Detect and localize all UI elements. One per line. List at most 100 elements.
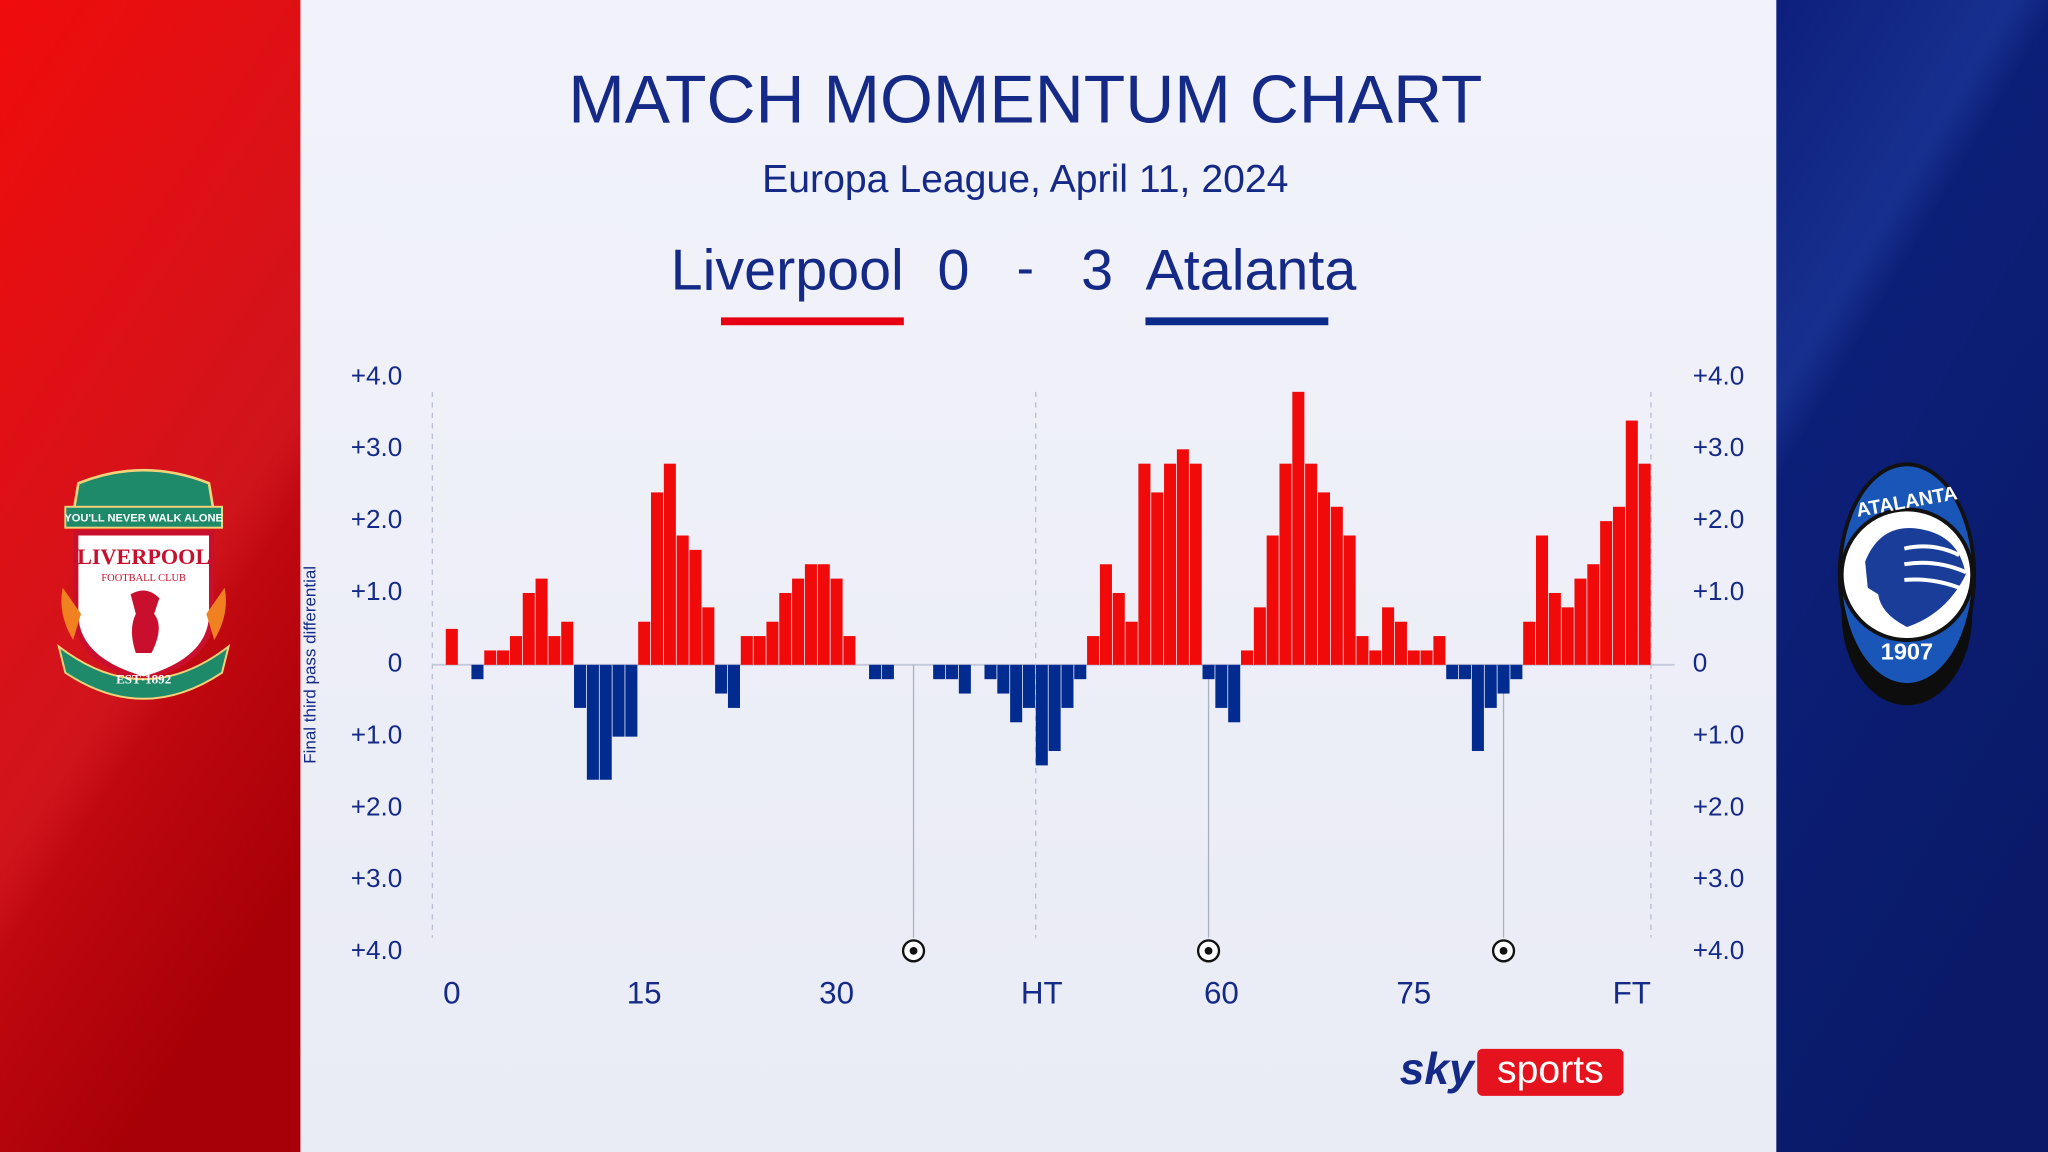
bar <box>1523 621 1536 665</box>
bar <box>1022 664 1035 708</box>
bar <box>1305 463 1318 665</box>
bar <box>1536 535 1549 665</box>
bar <box>1497 664 1510 694</box>
bar <box>753 636 766 665</box>
bar <box>445 628 458 665</box>
bar <box>1548 592 1561 665</box>
home-team: Liverpool <box>671 238 904 302</box>
bar <box>1612 506 1625 665</box>
bar <box>561 621 574 665</box>
bar <box>1099 564 1112 665</box>
bar <box>1189 463 1202 665</box>
bar <box>1279 463 1292 665</box>
away-score: 3 <box>1081 238 1113 302</box>
bar <box>1625 420 1638 665</box>
bar <box>1292 391 1305 665</box>
bar <box>1484 664 1497 708</box>
home-motto: YOU'LL NEVER WALK ALONE <box>64 512 223 524</box>
goal-ball-patch <box>1204 946 1213 955</box>
bar <box>1253 607 1266 665</box>
y-tick-label: +1.0 <box>351 576 403 606</box>
home-logo: YOU'LL NEVER WALK ALONE LIVERPOOL FOOTBA… <box>57 468 231 700</box>
bar <box>740 636 753 665</box>
goal-ball-patch <box>1499 946 1508 955</box>
bar <box>1176 449 1189 665</box>
bar <box>1471 664 1484 752</box>
bar <box>689 549 702 665</box>
bar <box>1574 578 1587 665</box>
bar <box>1112 592 1125 665</box>
y2-tick-label: +4.0 <box>1693 935 1745 965</box>
bar <box>1164 463 1177 665</box>
bar <box>1240 650 1254 665</box>
bar <box>715 664 728 694</box>
bar <box>1369 650 1382 665</box>
brand-box <box>1477 1048 1624 1096</box>
y2-tick-label: +2.0 <box>1693 504 1745 534</box>
y2-tick-label: +4.0 <box>1693 360 1745 390</box>
bar <box>1266 535 1279 665</box>
bar <box>535 578 548 665</box>
bar <box>1048 664 1061 752</box>
bar <box>1317 492 1330 665</box>
bar <box>1228 664 1241 723</box>
bar <box>997 664 1010 694</box>
chart-subtitle: Europa League, April 11, 2024 <box>762 158 1288 201</box>
bar <box>574 664 587 708</box>
bar <box>843 636 856 665</box>
x-tick-label: FT <box>1613 976 1651 1011</box>
goal-ball-patch <box>909 946 918 955</box>
bar <box>663 463 676 665</box>
y-tick-label: +4.0 <box>351 360 403 390</box>
bar <box>830 578 843 665</box>
bar <box>881 664 894 680</box>
bar <box>509 636 522 665</box>
bar <box>484 650 497 665</box>
y-tick-label: 0 <box>388 648 403 678</box>
bar <box>471 664 484 680</box>
bar <box>804 564 817 665</box>
home-logo-name: LIVERPOOL <box>77 544 210 569</box>
bar <box>586 664 599 780</box>
x-tick-label: 60 <box>1204 976 1239 1011</box>
bar <box>522 592 535 665</box>
y2-tick-label: +3.0 <box>1693 432 1745 462</box>
y-tick-label: +2.0 <box>351 504 403 534</box>
bar <box>933 664 946 680</box>
bar <box>702 607 715 665</box>
home-logo-sub: FOOTBALL CLUB <box>101 573 186 584</box>
home-score: 0 <box>937 238 969 302</box>
bar <box>650 492 664 665</box>
bar <box>945 664 959 680</box>
bar <box>1420 650 1433 665</box>
bar <box>1138 463 1151 665</box>
y-tick-label: +3.0 <box>351 863 403 893</box>
score-separator: - <box>1017 239 1034 297</box>
bar <box>1561 607 1574 665</box>
bar <box>1446 664 1459 680</box>
bar <box>548 636 561 665</box>
y2-tick-label: +1.0 <box>1693 720 1745 750</box>
bar <box>1343 535 1356 665</box>
bar <box>1382 607 1395 665</box>
y-tick-label: +3.0 <box>351 432 403 462</box>
y2-tick-label: +2.0 <box>1693 791 1745 821</box>
y-tick-label: +2.0 <box>351 791 403 821</box>
bar <box>792 578 805 665</box>
away-team: Atalanta <box>1145 238 1356 302</box>
y2-tick-label: 0 <box>1693 648 1708 678</box>
x-tick-label: HT <box>1021 976 1063 1011</box>
bar <box>599 664 612 780</box>
bar <box>1330 506 1343 665</box>
bar <box>1600 521 1613 665</box>
y-tick-label: +4.0 <box>351 935 403 965</box>
bar <box>1125 621 1138 665</box>
bar <box>1459 664 1472 680</box>
x-tick-label: 30 <box>819 976 854 1011</box>
home-underline <box>720 317 904 326</box>
bar <box>1510 664 1523 680</box>
x-tick-label: 15 <box>627 976 662 1011</box>
bar <box>497 650 510 665</box>
